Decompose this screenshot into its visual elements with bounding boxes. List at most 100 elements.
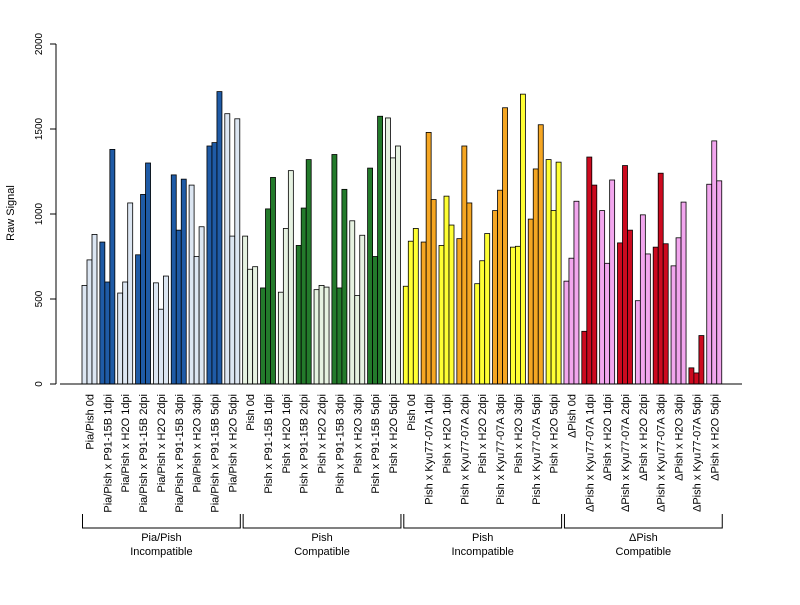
bar [515,245,521,385]
x-tick-label: Pish x H2O 5dpi [388,394,400,473]
bar [277,291,284,385]
bar [91,233,98,385]
bar [390,157,396,385]
bar [425,131,432,385]
bar [109,148,116,385]
bar [135,254,141,385]
bar [140,194,146,385]
group-name: Pish [472,532,493,544]
bar [693,372,700,385]
bar [527,218,534,385]
bar [86,259,93,385]
bar [395,145,401,385]
y-tick-label: 0 [34,381,45,387]
bar [242,235,249,385]
bar [367,167,374,385]
x-tick-label: ΔPish x H2O 2dpi [638,394,650,481]
bar [287,170,294,385]
bar [341,188,348,385]
group-label: Compatible [294,546,350,558]
bar [188,184,195,385]
bar [675,237,682,385]
bar [323,286,330,385]
bar [295,245,302,385]
bar [484,233,491,385]
x-tick-label: Pish x H2O 2dpi [317,394,329,473]
bar [193,256,200,385]
bar [270,177,276,385]
bar [372,256,379,385]
bar [706,183,713,385]
x-tick-label: ΔPish x H2O 3dpi [674,394,686,481]
x-tick-label: Pish x P91-15B 1dpi [263,394,275,494]
bar [216,91,223,385]
bar [537,124,544,385]
bar [127,202,134,385]
bar [354,295,361,385]
bar [670,265,677,385]
bar [604,262,611,385]
bar [563,280,570,385]
bar [104,281,111,385]
x-tick-label: ΔPish x Kyu77-07A 2dpi [620,394,632,512]
bar [252,266,259,385]
bar [336,287,343,385]
bar [265,208,271,385]
bar [662,243,669,385]
y-axis: 0 500 1000 1500 2000 [34,32,57,387]
bar [622,165,628,385]
bar [639,214,646,385]
group-label: Compatible [616,546,672,558]
group-brackets: Pia/Pish Incompatible Pish Compatible Pish In… [82,514,723,558]
x-tick-label: Pish x H2O 1dpi [442,394,454,473]
x-tick-label: ΔPish x Kyu77-07A 5dpi [691,394,703,512]
bar [634,300,641,385]
y-tick-label: 2000 [34,32,45,55]
x-tick-label: ΔPish x H2O 1dpi [602,394,614,481]
x-tick-label: Pish x P91-15B 3dpi [334,394,346,494]
bar [657,172,664,385]
bar [627,229,633,385]
bar [430,199,437,385]
x-tick-label: Pia/Pish x H2O 3dpi [192,394,204,492]
bar [599,210,606,385]
bar [175,229,182,385]
x-tick-label: Pish x Kyu77-07A 5dpi [531,394,543,505]
bar [497,189,503,385]
bar [474,283,481,385]
x-tick-label: Pish x H2O 1dpi [281,394,293,473]
y-tick-label: 1500 [34,117,45,140]
bar [492,210,498,385]
bar [300,207,307,385]
bar [509,246,516,385]
bar [456,238,463,385]
x-tick-label: Pish x H2O 3dpi [352,394,364,473]
y-tick-label: 500 [34,290,45,307]
group-bracket [82,514,241,529]
bar [420,241,427,385]
bar [479,260,486,385]
x-tick-label: Pia/Pish x H2O 1dpi [120,394,132,492]
bar [377,115,384,385]
y-tick-label: 1000 [34,202,45,225]
bar [305,159,312,385]
x-tick-label: Pish x H2O 2dpi [477,394,489,473]
bar [609,179,616,385]
bar [229,235,236,385]
bar [698,335,705,385]
x-tick-label: ΔPish x H2O 5dpi [709,394,721,481]
bar [407,240,414,385]
bar [224,113,231,385]
group-label: Incompatible [130,546,192,558]
bar [170,174,177,385]
bar [652,246,659,385]
group-name: ΔPish [629,532,658,544]
x-tick-label: Pia/Pish x P91-15B 1dpi [102,394,114,513]
bar [688,367,695,385]
bar [461,145,468,385]
bar [438,245,445,385]
bar [81,284,88,385]
bar [117,292,124,385]
bar [550,210,557,385]
